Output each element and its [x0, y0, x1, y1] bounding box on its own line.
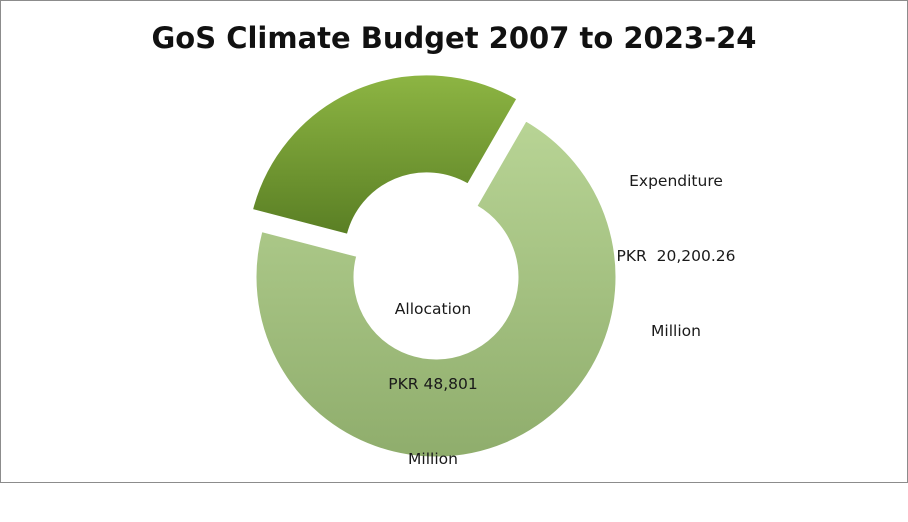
data-label-expenditure-line3: Million	[651, 322, 701, 340]
data-label-expenditure-line2: PKR 20,200.26	[616, 247, 736, 265]
chart-area: GoS Climate Budget 2007 to 2023-24 Alloc…	[0, 0, 908, 483]
donut-chart	[251, 74, 617, 458]
data-label-allocation-line3: Million	[408, 450, 458, 468]
data-label-allocation-line2: PKR 48,801	[388, 375, 478, 393]
chart-title: GoS Climate Budget 2007 to 2023-24	[151, 21, 757, 55]
donut-slice-allocation	[255, 120, 617, 458]
data-label-expenditure-line1: Expenditure	[629, 172, 723, 190]
donut-slice-expenditure	[251, 74, 518, 235]
data-label-allocation-line1: Allocation	[394, 300, 472, 318]
data-label-expenditure: Expenditure PKR 20,200.26 Million	[581, 119, 771, 394]
data-label-allocation: Allocation PKR 48,801 Million	[353, 247, 513, 522]
